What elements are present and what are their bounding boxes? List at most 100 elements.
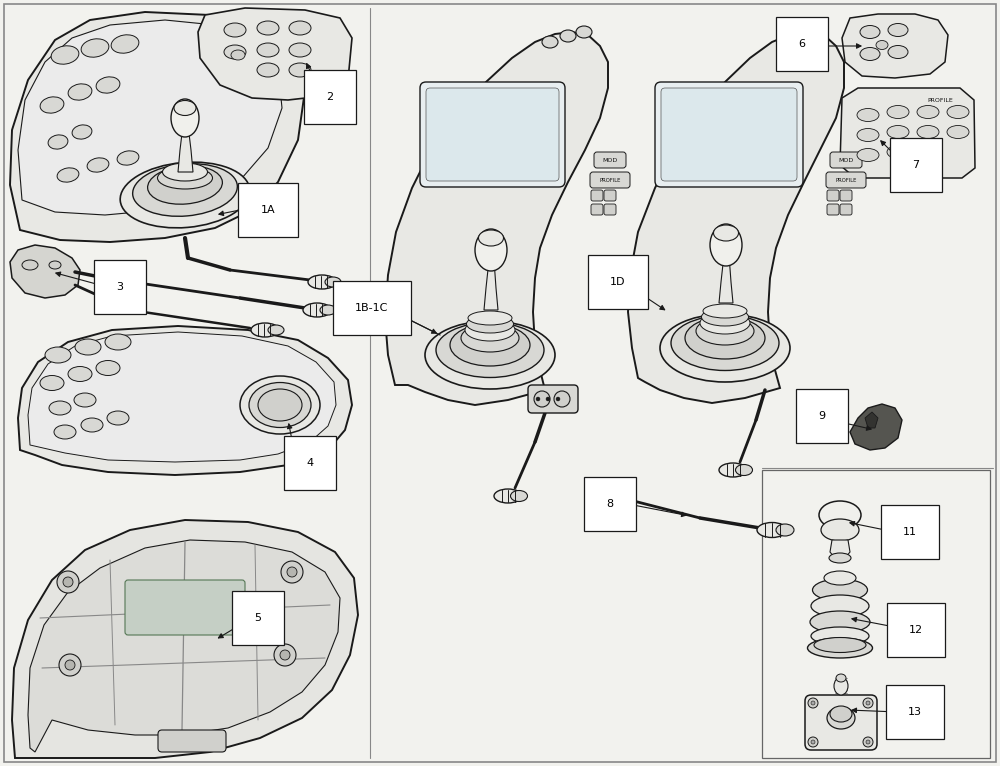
Ellipse shape bbox=[289, 21, 311, 35]
Ellipse shape bbox=[40, 97, 64, 113]
Ellipse shape bbox=[425, 321, 555, 389]
Ellipse shape bbox=[148, 165, 222, 205]
Ellipse shape bbox=[158, 167, 213, 189]
Ellipse shape bbox=[257, 43, 279, 57]
Ellipse shape bbox=[467, 315, 514, 333]
Ellipse shape bbox=[87, 158, 109, 172]
Ellipse shape bbox=[465, 319, 515, 341]
Polygon shape bbox=[10, 12, 305, 242]
Ellipse shape bbox=[696, 317, 754, 345]
Ellipse shape bbox=[829, 553, 851, 563]
Ellipse shape bbox=[810, 611, 870, 633]
Polygon shape bbox=[842, 14, 948, 78]
Ellipse shape bbox=[700, 312, 750, 334]
Ellipse shape bbox=[888, 24, 908, 37]
Ellipse shape bbox=[303, 303, 331, 317]
Ellipse shape bbox=[174, 100, 196, 116]
Circle shape bbox=[556, 397, 560, 401]
Text: 6: 6 bbox=[798, 39, 806, 49]
Ellipse shape bbox=[251, 323, 279, 337]
Ellipse shape bbox=[40, 375, 64, 391]
Ellipse shape bbox=[776, 524, 794, 536]
FancyBboxPatch shape bbox=[827, 204, 839, 215]
Circle shape bbox=[808, 698, 818, 708]
Ellipse shape bbox=[75, 339, 101, 355]
Ellipse shape bbox=[81, 418, 103, 432]
FancyBboxPatch shape bbox=[805, 695, 877, 750]
Ellipse shape bbox=[120, 162, 250, 228]
Ellipse shape bbox=[834, 677, 848, 695]
Ellipse shape bbox=[105, 334, 131, 350]
Ellipse shape bbox=[821, 519, 859, 541]
Ellipse shape bbox=[917, 106, 939, 119]
Ellipse shape bbox=[511, 490, 528, 502]
FancyBboxPatch shape bbox=[604, 204, 616, 215]
Ellipse shape bbox=[702, 308, 748, 326]
Ellipse shape bbox=[468, 311, 512, 325]
Ellipse shape bbox=[475, 229, 507, 271]
Text: 2: 2 bbox=[326, 92, 334, 102]
Ellipse shape bbox=[494, 489, 522, 503]
Ellipse shape bbox=[542, 36, 558, 48]
Ellipse shape bbox=[231, 50, 245, 60]
FancyBboxPatch shape bbox=[655, 82, 803, 187]
Ellipse shape bbox=[72, 125, 92, 139]
Polygon shape bbox=[178, 125, 193, 172]
FancyBboxPatch shape bbox=[426, 88, 559, 181]
Ellipse shape bbox=[74, 393, 96, 407]
Circle shape bbox=[63, 577, 73, 587]
Ellipse shape bbox=[45, 347, 71, 363]
Ellipse shape bbox=[111, 34, 139, 53]
Circle shape bbox=[863, 698, 873, 708]
Ellipse shape bbox=[810, 26, 826, 38]
Circle shape bbox=[59, 654, 81, 676]
Polygon shape bbox=[865, 412, 878, 428]
Ellipse shape bbox=[819, 501, 861, 529]
Circle shape bbox=[536, 397, 540, 401]
FancyBboxPatch shape bbox=[420, 82, 565, 187]
Circle shape bbox=[287, 567, 297, 577]
Ellipse shape bbox=[576, 26, 592, 38]
Text: 5: 5 bbox=[255, 613, 262, 623]
Ellipse shape bbox=[947, 106, 969, 119]
FancyBboxPatch shape bbox=[661, 88, 797, 181]
Text: 1A: 1A bbox=[261, 205, 275, 215]
Ellipse shape bbox=[757, 522, 787, 538]
Ellipse shape bbox=[257, 21, 279, 35]
Ellipse shape bbox=[289, 63, 311, 77]
Circle shape bbox=[534, 391, 550, 407]
Text: PROFILE: PROFILE bbox=[835, 178, 857, 182]
Ellipse shape bbox=[917, 146, 939, 159]
Text: 1D: 1D bbox=[610, 277, 626, 287]
Ellipse shape bbox=[224, 23, 246, 37]
Ellipse shape bbox=[887, 146, 909, 159]
Ellipse shape bbox=[811, 627, 869, 645]
Polygon shape bbox=[719, 255, 733, 303]
Polygon shape bbox=[484, 260, 498, 310]
Ellipse shape bbox=[857, 109, 879, 122]
Ellipse shape bbox=[685, 317, 765, 359]
Ellipse shape bbox=[814, 637, 866, 653]
Ellipse shape bbox=[947, 126, 969, 139]
Circle shape bbox=[811, 740, 815, 744]
Ellipse shape bbox=[258, 389, 302, 421]
Polygon shape bbox=[198, 8, 352, 100]
Circle shape bbox=[65, 660, 75, 670]
Ellipse shape bbox=[736, 464, 753, 476]
Text: 11: 11 bbox=[903, 527, 917, 537]
Ellipse shape bbox=[57, 168, 79, 182]
Text: 9: 9 bbox=[818, 411, 826, 421]
Ellipse shape bbox=[836, 674, 846, 682]
Ellipse shape bbox=[51, 46, 79, 64]
Ellipse shape bbox=[857, 129, 879, 142]
Polygon shape bbox=[28, 540, 340, 752]
Ellipse shape bbox=[171, 99, 199, 137]
Text: 12: 12 bbox=[909, 625, 923, 635]
Circle shape bbox=[811, 701, 815, 705]
Ellipse shape bbox=[461, 324, 519, 352]
Text: 8: 8 bbox=[606, 499, 614, 509]
Text: 4: 4 bbox=[306, 458, 314, 468]
Ellipse shape bbox=[824, 571, 856, 585]
Text: 3: 3 bbox=[117, 282, 124, 292]
Ellipse shape bbox=[96, 77, 120, 93]
